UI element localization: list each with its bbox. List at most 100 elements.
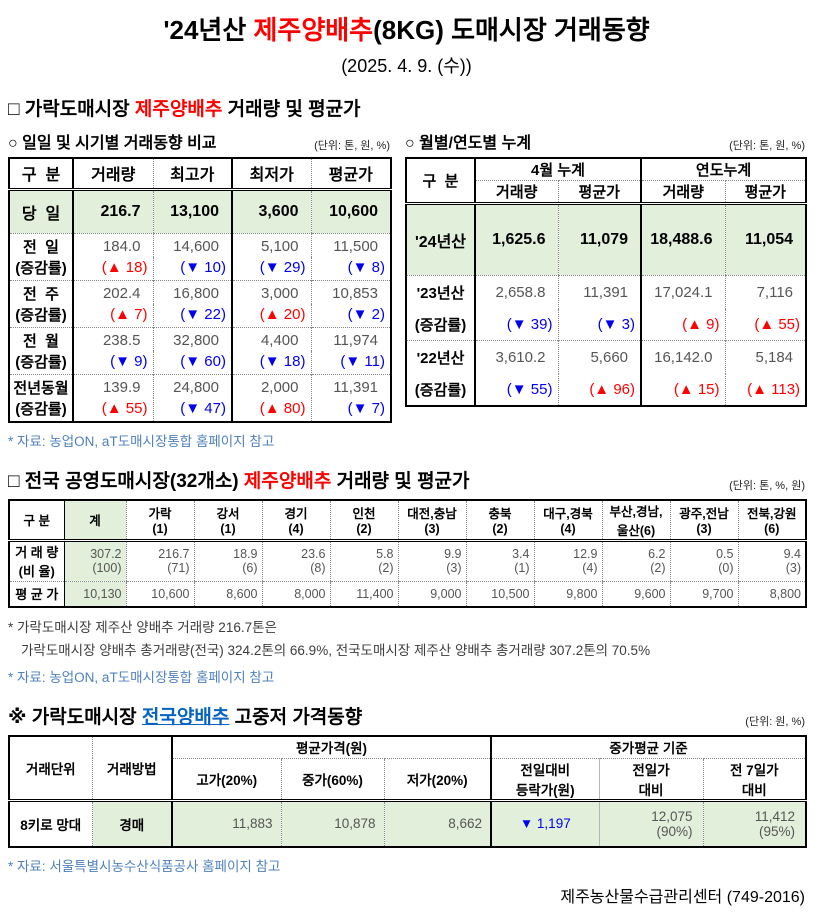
section1-heading: □ 가락도매시장 제주양배추 거래량 및 평균가 [8,94,805,121]
section2-heading: □ 전국 공영도매시장(32개소) 제주양배추 거래량 및 평균가 (단위: 톤… [8,466,805,493]
delta-cell: (▼ 18) [231,350,311,374]
value-cell: 16,800 [152,279,232,304]
delta-cell: (▼ 3) [557,308,642,341]
row-label: (증감률) [414,316,467,334]
footnote: 가락도매시장 양배추 총거래량(전국) 324.2톤의 66.9%, 전국도매시… [21,643,651,658]
value-cell: 8,000 [261,581,330,607]
table-row: 8키로 망대 경매 11,883 10,878 8,662 ▼ 1,197 12… [9,800,807,847]
daily-subheading: ○ 일일 및 시기별 거래동향 비교 [8,135,217,152]
source-note: * 자료: 농업ON, aT도매시장통합 홈페이지 참고 [8,433,275,449]
value-cell: 9,600 [601,581,670,607]
table-row: 전 주 202.4 16,800 3,000 10,853 [9,279,391,304]
delta-cell: (▲ 20) [231,303,311,327]
table-row-average-price: 평 균 가 10,130 10,600 8,600 8,000 11,400 9… [9,581,806,607]
value-cell: 6.2 (2) [601,540,670,582]
table-subheader-row: 고가(20%) 중가(60%) 저가(20%) 전일대비 등락가(원) 전일가 … [9,758,807,802]
col-header: 인천 (2) [329,499,398,542]
footnote: * 가락도매시장 제주산 양배추 거래량 216.7톤은 [8,620,277,635]
value-cell: 10,878 [280,800,384,847]
section1-columns: ○ 일일 및 시기별 거래동향 비교 (단위: 톤, 원, %) 구 분 거래량… [8,123,808,450]
table-row-delta: (증감률) (▲ 55) (▼ 47) (▲ 80) (▼ 7) [9,397,391,422]
daily-comparison-table: 구 분 거래량 최고가 최저가 평균가 당 일 216.7 13,100 3,6… [8,157,392,423]
col-header: 구 분 [9,158,73,191]
value-cell: 10,500 [465,581,534,607]
delta-cell: (▼ 47) [152,397,232,422]
col-header: 전북,강원 (6) [737,499,806,542]
col-header: 중가(60%) [280,758,384,802]
value-cell: 8,662 [383,800,492,847]
cumulative-subheading-row: ○ 월별/연도별 누계 (단위: 톤, 원, %) [405,129,805,153]
value-cell: 11,883 [171,800,281,847]
cumulative-unit-label: (단위: 톤, 원, %) [729,140,805,152]
delta-cell: (▼ 22) [152,303,232,327]
value-cell: 10,600 [125,581,194,607]
col-header: 전일대비 등락가(원) [490,758,600,802]
delta-cell: (▼ 39) [474,308,558,341]
row-label: 당 일 [9,189,73,234]
cumulative-subheading: ○ 월별/연도별 누계 [405,135,532,152]
table-row-delta: (증감률) (▼ 9) (▼ 60) (▼ 18) (▼ 11) [9,350,391,374]
value-cell: 3,610.2 [474,340,558,374]
delta-cell: (▼ 60) [152,350,232,374]
col-header: 충북 (2) [465,499,534,542]
table-row: '22년산 3,610.2 5,660 16,142.0 5,184 [406,340,807,374]
section3-heading-text: ※ 가락도매시장 전국양배추 고중저 가격동향 [8,702,362,729]
title-suffix: (8KG) 도매시장 거래동향 [373,15,650,45]
value-cell: 9,700 [669,581,738,607]
delta-cell: (▼ 2) [310,303,391,327]
value-cell: 10,853 [310,279,391,304]
value-cell: 18,488.6 [640,203,726,276]
col-header: 광주,전남 (3) [669,499,738,542]
value-cell: 5,660 [557,340,642,374]
table-row-today: 당 일 216.7 13,100 3,600 10,600 [9,189,391,234]
value-cell: 14,600 [152,232,232,257]
delta-cell: (▲ 9) [640,308,726,341]
table-row-delta: (증감률) (▼ 55) (▲ 96) (▲ 15) (▲ 113) [406,373,807,406]
delta-cell: (▲ 55) [724,308,807,341]
group-header: 중가평균 기준 [490,736,807,759]
value-cell: 2,658.8 [474,275,558,309]
nationwide-cabbage-link[interactable]: 전국양배추 [141,707,230,728]
delta-cell: (▲ 113) [724,373,807,406]
col-header: 최저가 [231,158,311,191]
value-cell: 4,400 [231,326,311,351]
delta-cell: (▲ 80) [231,397,311,422]
table-row: 전년동월 139.9 24,800 2,000 11,391 [9,373,391,398]
col-header: 전 7일가 대비 [702,758,807,802]
value-cell: 139.9 [72,373,153,398]
col-header: 거래방법 [91,736,172,802]
value-cell: 9,800 [533,581,602,607]
heading-text: □ 가락도매시장 [8,99,135,120]
row-label: '23년산 [406,275,475,309]
row-label: (증감률) [15,259,67,277]
delta-cell: ▼ 1,197 [490,800,600,847]
row-label: (증감률) [414,381,467,399]
group-header: 4월 누계 [473,158,642,181]
value-cell: 9,000 [397,581,466,607]
table-row-delta: (증감률) (▲ 7) (▼ 22) (▲ 20) (▼ 2) [9,303,391,327]
table-header-row: 구 분 계 가락 (1) 강서 (1) 경기 (4) 인천 (2) 대전,충남 … [9,499,806,542]
col-header: 최고가 [152,158,232,191]
heading-text: ※ 가락도매시장 [8,707,142,728]
table-row-current-year: '24년산 1,625.6 11,079 18,488.6 11,054 [406,203,807,276]
table-row-delta: (증감률) (▼ 39) (▼ 3) (▲ 9) (▲ 55) [406,308,807,341]
table-header-row: 구 분 거래량 최고가 최저가 평균가 [9,158,391,191]
heading-highlight: 제주양배추 [243,470,332,492]
col-header: 강서 (1) [193,499,262,542]
value-cell: 11,391 [557,275,642,309]
delta-cell: (▼ 11) [310,350,391,374]
row-label: (증감률) [15,400,67,418]
col-header: 경기 (4) [261,499,330,542]
section1-heading-text: □ 가락도매시장 제주양배추 거래량 및 평균가 [8,94,361,121]
section2-unit-label: (단위: 톤, %, 원) [729,479,805,492]
value-cell: 11,400 [329,581,398,607]
value-cell: 307.2 (100) [63,540,126,582]
value-cell: 184.0 [72,232,153,257]
col-header: 평균가 [310,158,391,191]
heading-highlight: 제주양배추 [134,99,223,120]
col-header: 거래량 [72,158,153,191]
table-row: 전 월 238.5 32,800 4,400 11,974 [9,326,391,351]
table-row-volume: 거 래 량 (비 율) 307.2 (100) 216.7 (71) 18.9 … [9,540,806,582]
page-title: '24년산 제주양배추(8KG) 도매시장 거래동향 [8,10,805,47]
